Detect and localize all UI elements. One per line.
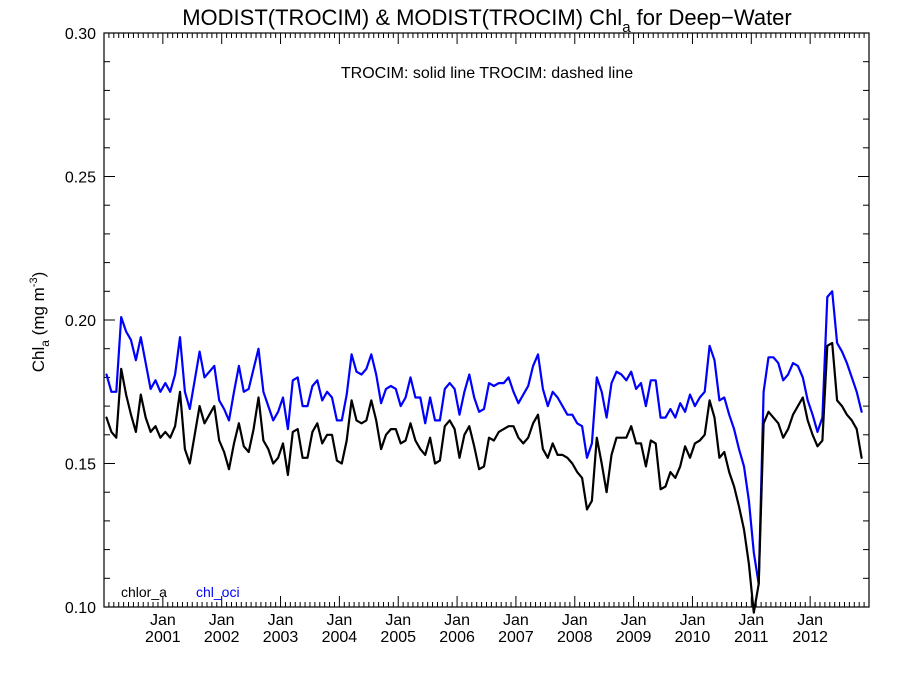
x-tick-label-year: 2004 xyxy=(322,629,358,646)
y-axis-label-end: ) xyxy=(29,272,48,278)
x-tick-label-month: Jan xyxy=(444,612,470,629)
chart-title: MODIST(TROCIM) & MODIST(TROCIM) Chla for… xyxy=(182,5,792,36)
x-tick-label-year: 2007 xyxy=(498,629,534,646)
x-tick-label-month: Jan xyxy=(385,612,411,629)
y-axis-label-main: Chl xyxy=(29,347,48,373)
x-tick-label-year: 2005 xyxy=(380,629,416,646)
x-tick-label-month: Jan xyxy=(680,612,706,629)
x-tick-label-year: 2003 xyxy=(263,629,299,646)
x-tick-label-month: Jan xyxy=(209,612,235,629)
x-tick-label-month: Jan xyxy=(326,612,352,629)
x-tick-label-year: 2002 xyxy=(204,629,240,646)
x-tick-label-year: 2011 xyxy=(734,629,769,646)
y-tick-label: 0.20 xyxy=(65,313,96,330)
y-axis-label-subscript: a xyxy=(38,340,52,347)
series-line-chl-oci xyxy=(105,290,863,586)
legend-chlor-a: chlor_a xyxy=(121,584,167,600)
x-tick-label-year: 2001 xyxy=(145,629,181,646)
y-tick-label: 0.15 xyxy=(65,457,96,474)
x-tick-label-month: Jan xyxy=(150,612,176,629)
x-tick-label-year: 2012 xyxy=(792,629,828,646)
x-ticks: Jan2001Jan2002Jan2003Jan2004Jan2005Jan20… xyxy=(103,33,870,646)
plot-frame xyxy=(103,32,870,608)
y-tick-label: 0.10 xyxy=(65,600,96,617)
y-axis-label: Chla (mg m-3) xyxy=(28,272,52,373)
x-tick-label-month: Jan xyxy=(268,612,294,629)
y-tick-label: 0.30 xyxy=(65,26,96,43)
x-tick-label-year: 2006 xyxy=(439,629,475,646)
chart-annotation: TROCIM: solid line TROCIM: dashed line xyxy=(341,65,633,82)
x-tick-label-year: 2009 xyxy=(616,629,652,646)
chart-title-subscript: a xyxy=(622,19,631,36)
chart-title-main: MODIST(TROCIM) & MODIST(TROCIM) Chl xyxy=(182,5,622,30)
x-tick-label-month: Jan xyxy=(738,612,764,629)
x-tick-label-month: Jan xyxy=(797,612,823,629)
series-layer xyxy=(105,290,863,614)
y-axis-label-superscript: -3 xyxy=(28,277,40,287)
x-tick-label-year: 2008 xyxy=(557,629,593,646)
legend-chl-oci: chl_oci xyxy=(196,584,240,600)
x-tick-label-month: Jan xyxy=(503,612,529,629)
y-tick-label: 0.25 xyxy=(65,170,96,187)
y-ticks: 0.10 0.15 0.20 0.25 0.30 xyxy=(65,26,869,617)
chart-title-suffix: for Deep−Water xyxy=(631,5,792,30)
y-axis-label-mid: (mg m xyxy=(29,287,48,340)
x-tick-label-month: Jan xyxy=(621,612,647,629)
series-line-chlor-a xyxy=(105,341,863,614)
x-tick-label-year: 2010 xyxy=(675,629,711,646)
x-tick-label-month: Jan xyxy=(562,612,588,629)
